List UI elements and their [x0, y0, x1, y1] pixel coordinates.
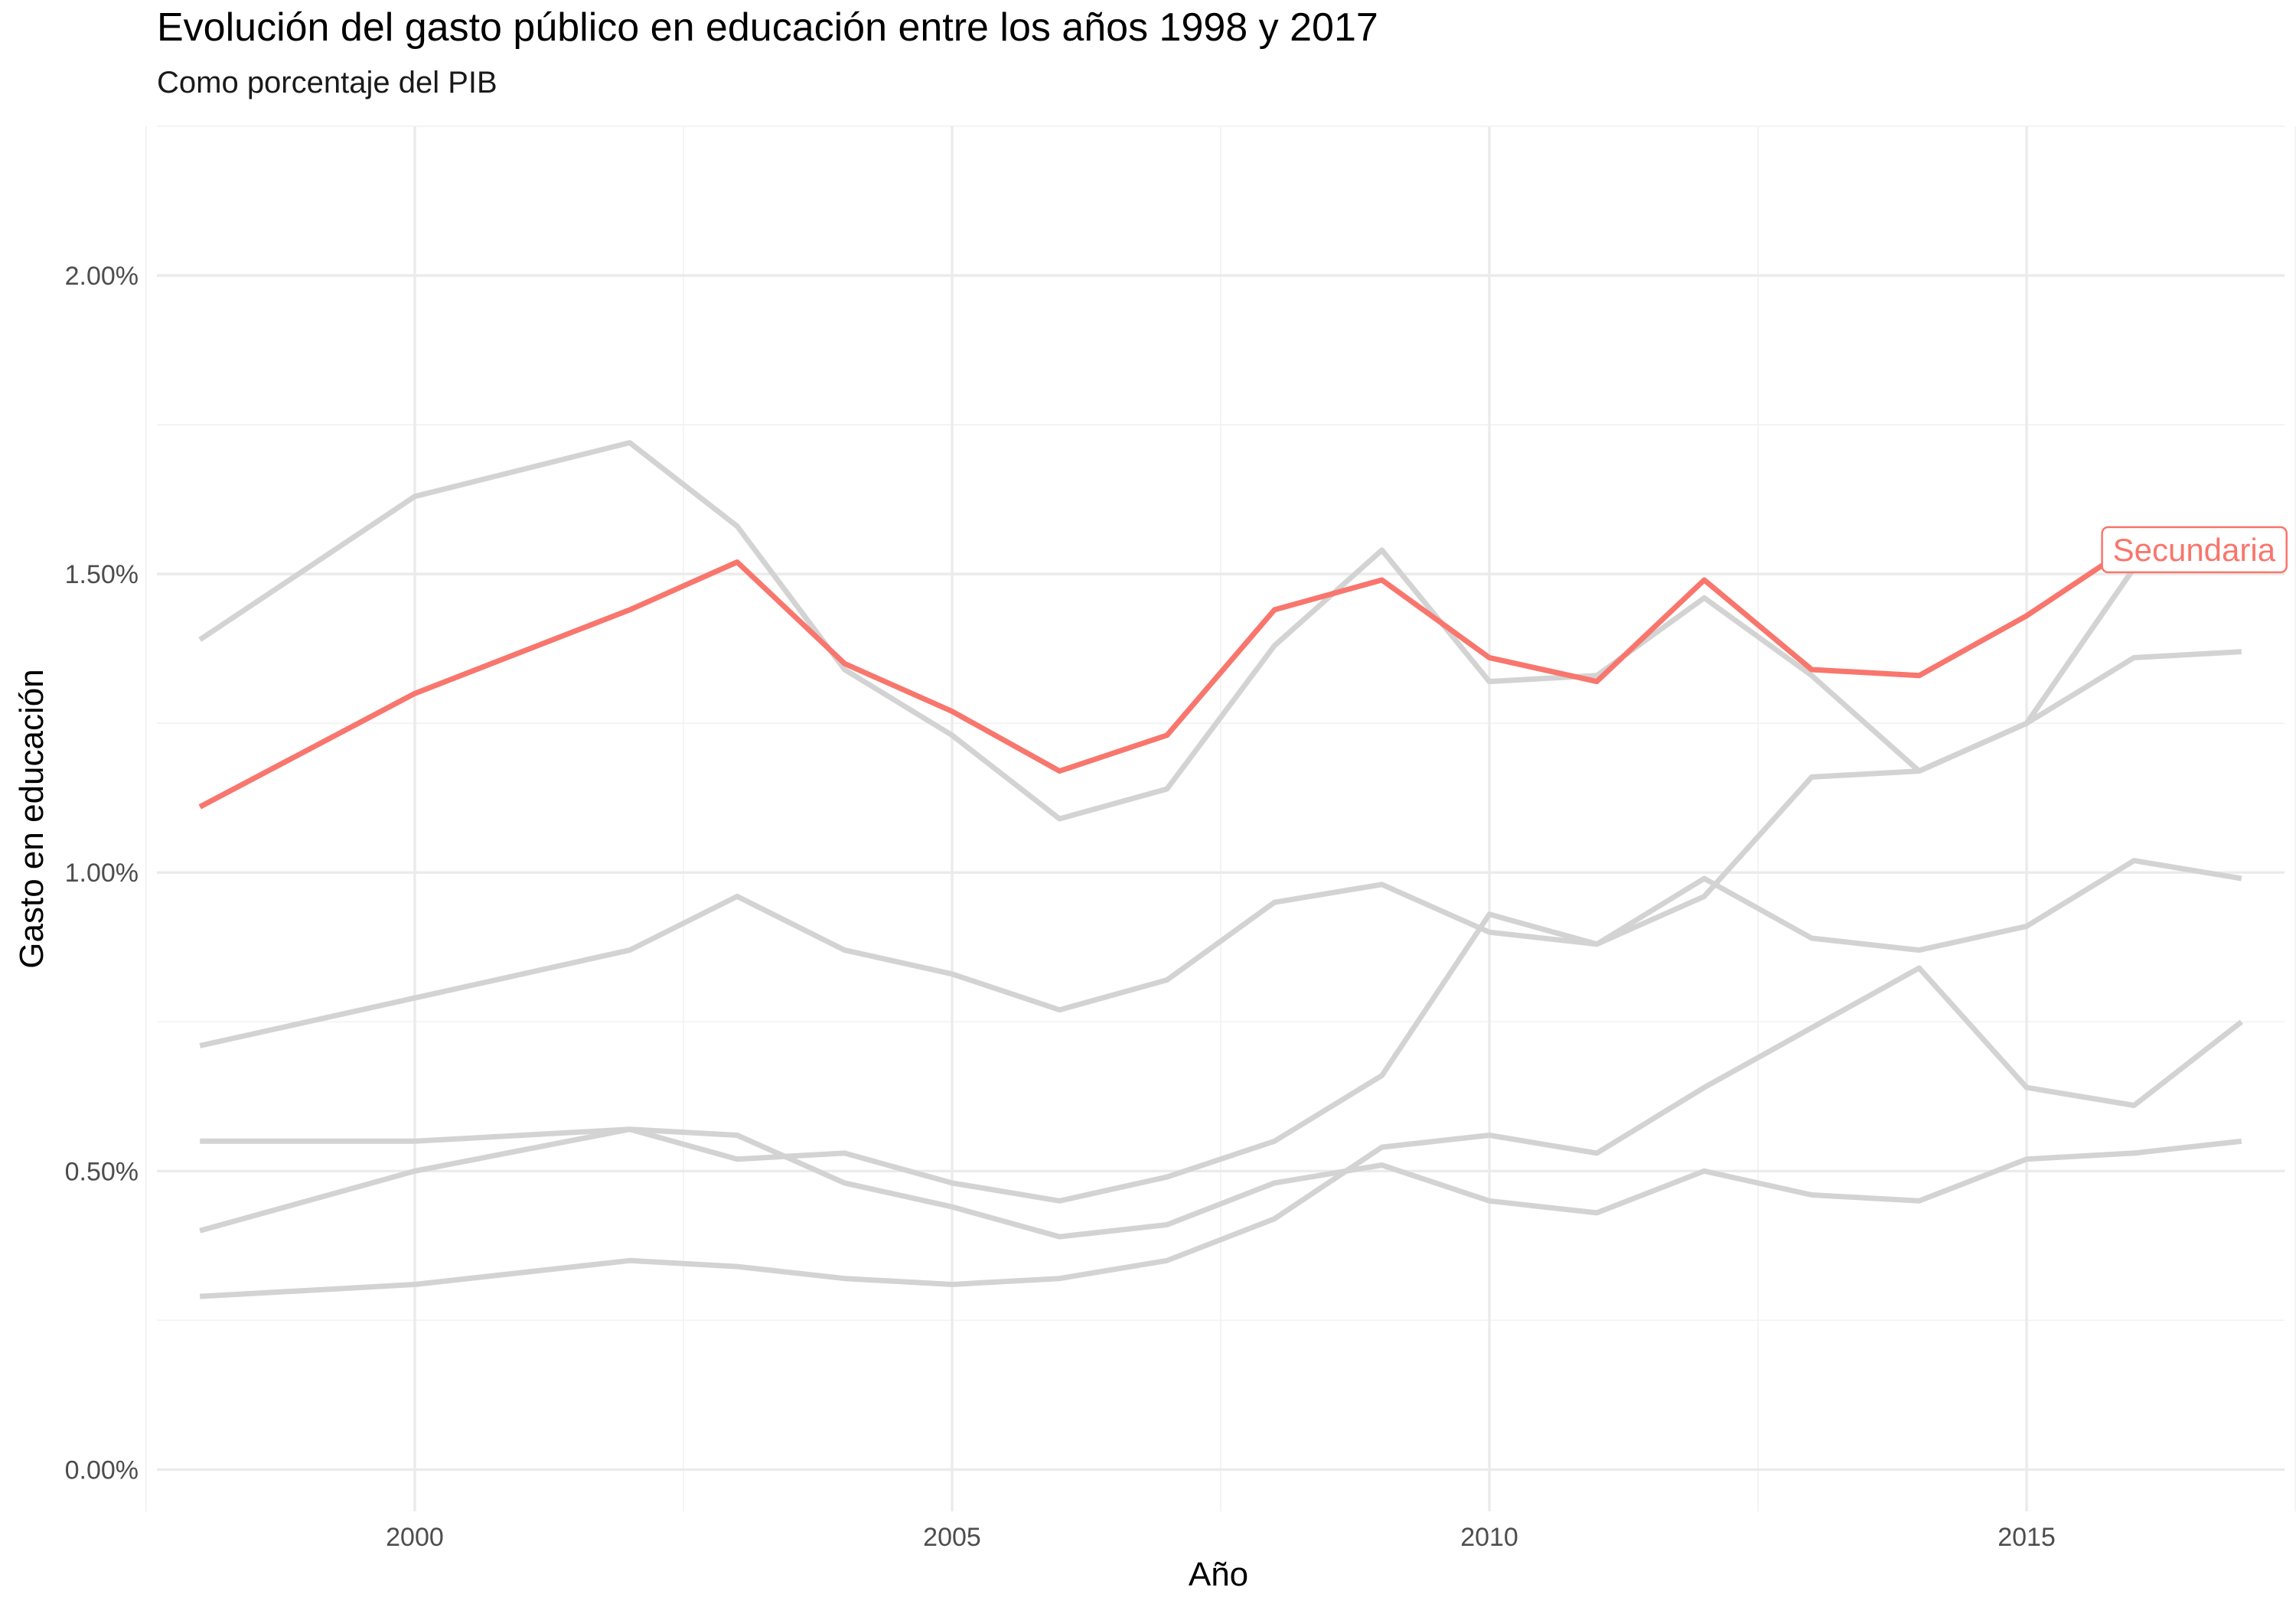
series-line — [1918, 649, 2242, 774]
chart-title: Evolución del gasto público en educación… — [157, 5, 1378, 50]
x-tick-label: 2015 — [1998, 1523, 2056, 1552]
x-tick-label: 2005 — [923, 1523, 981, 1552]
series-line — [199, 858, 2242, 1048]
series-line — [200, 965, 2243, 1299]
x-tick-label: 2000 — [386, 1523, 444, 1552]
series-labels: Secundaria — [2101, 526, 2288, 574]
y-tick-label: 2.00% — [65, 262, 139, 291]
series-label-text: Secundaria — [2113, 532, 2276, 568]
y-tick-label: 1.00% — [65, 859, 139, 888]
y-axis-title: Gasto en educación — [13, 669, 51, 968]
y-axis-ticks: 0.00% 0.50% 1.00% 1.50% 2.00% — [65, 262, 139, 1485]
y-tick-label: 0.00% — [65, 1455, 139, 1485]
y-tick-label: 0.50% — [65, 1157, 139, 1186]
series-line — [199, 1126, 2242, 1240]
grid-lines — [145, 125, 2296, 1511]
series-label-secundaria: Secundaria — [2101, 526, 2288, 574]
series-line — [200, 565, 2242, 1204]
series-label-box — [2101, 526, 2288, 574]
y-tick-label: 1.50% — [65, 560, 139, 589]
x-axis-title: Año — [1189, 1556, 1248, 1593]
highlighted-series-line — [198, 541, 2242, 810]
chart-subtitle: Como porcentaje del PIB — [157, 66, 497, 99]
x-axis-ticks: 2000 2005 2010 2015 — [386, 1523, 2056, 1552]
data-series — [198, 440, 2243, 1299]
x-tick-label: 2010 — [1460, 1523, 1518, 1552]
